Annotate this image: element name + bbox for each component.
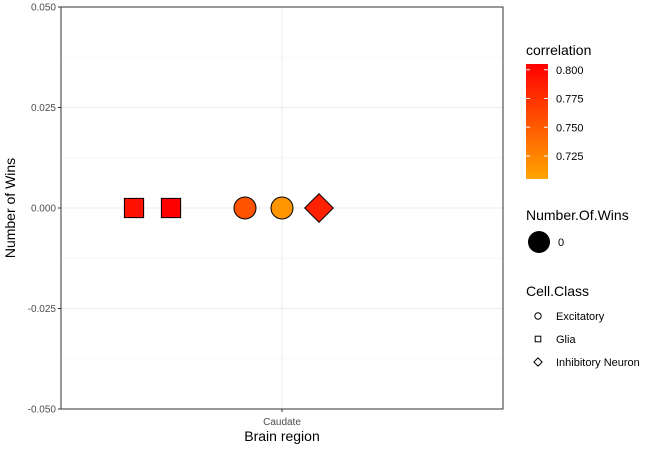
colorbar-label: 0.750 [556, 122, 584, 134]
colorbar [526, 64, 548, 179]
size-legend: 0 [528, 231, 564, 253]
shape-legend-key [533, 357, 543, 367]
legend-color-title: correlation [526, 42, 591, 58]
y-axis-title: Number of Wins [2, 158, 18, 258]
x-tick-label: Caudate [263, 417, 301, 428]
y-tick-label: -0.025 [28, 304, 57, 315]
size-legend-key [528, 231, 550, 253]
shape-legend-label: Glia [556, 334, 576, 346]
legend-size-title: Number.Of.Wins [526, 207, 629, 223]
shape-legend-label: Excitatory [556, 311, 605, 323]
y-tick-label: 0.000 [31, 204, 56, 215]
x-axis-title: Brain region [244, 428, 320, 444]
data-points [123, 192, 335, 224]
colorbar-ticks: 0.800 0.775 0.750 0.725 [526, 65, 584, 163]
data-point [270, 196, 294, 220]
data-point [123, 197, 145, 219]
shape-legend-label: Inhibitory Neuron [556, 357, 640, 369]
legend: correlation 0.800 0.775 0.750 0.725 Number.… [526, 42, 640, 369]
data-point [160, 197, 182, 219]
shape-legend-key [534, 312, 542, 320]
y-tick-label: 0.025 [31, 103, 56, 114]
colorbar-label: 0.775 [556, 94, 584, 106]
size-legend-label: 0 [558, 237, 564, 249]
legend-shape-title: Cell.Class [526, 283, 589, 299]
y-axis: 0.050 0.025 0.000 -0.025 -0.050 [28, 3, 61, 416]
y-tick-label: -0.050 [28, 405, 57, 416]
y-tick-label: 0.050 [31, 3, 56, 14]
colorbar-label: 0.725 [556, 151, 584, 163]
data-point [303, 192, 335, 224]
colorbar-label: 0.800 [556, 65, 584, 77]
data-point [233, 196, 257, 220]
shape-legend: Excitatory Glia Inhibitory Neuron [533, 311, 640, 369]
x-axis: Caudate [263, 409, 301, 428]
shape-legend-key [534, 335, 542, 343]
